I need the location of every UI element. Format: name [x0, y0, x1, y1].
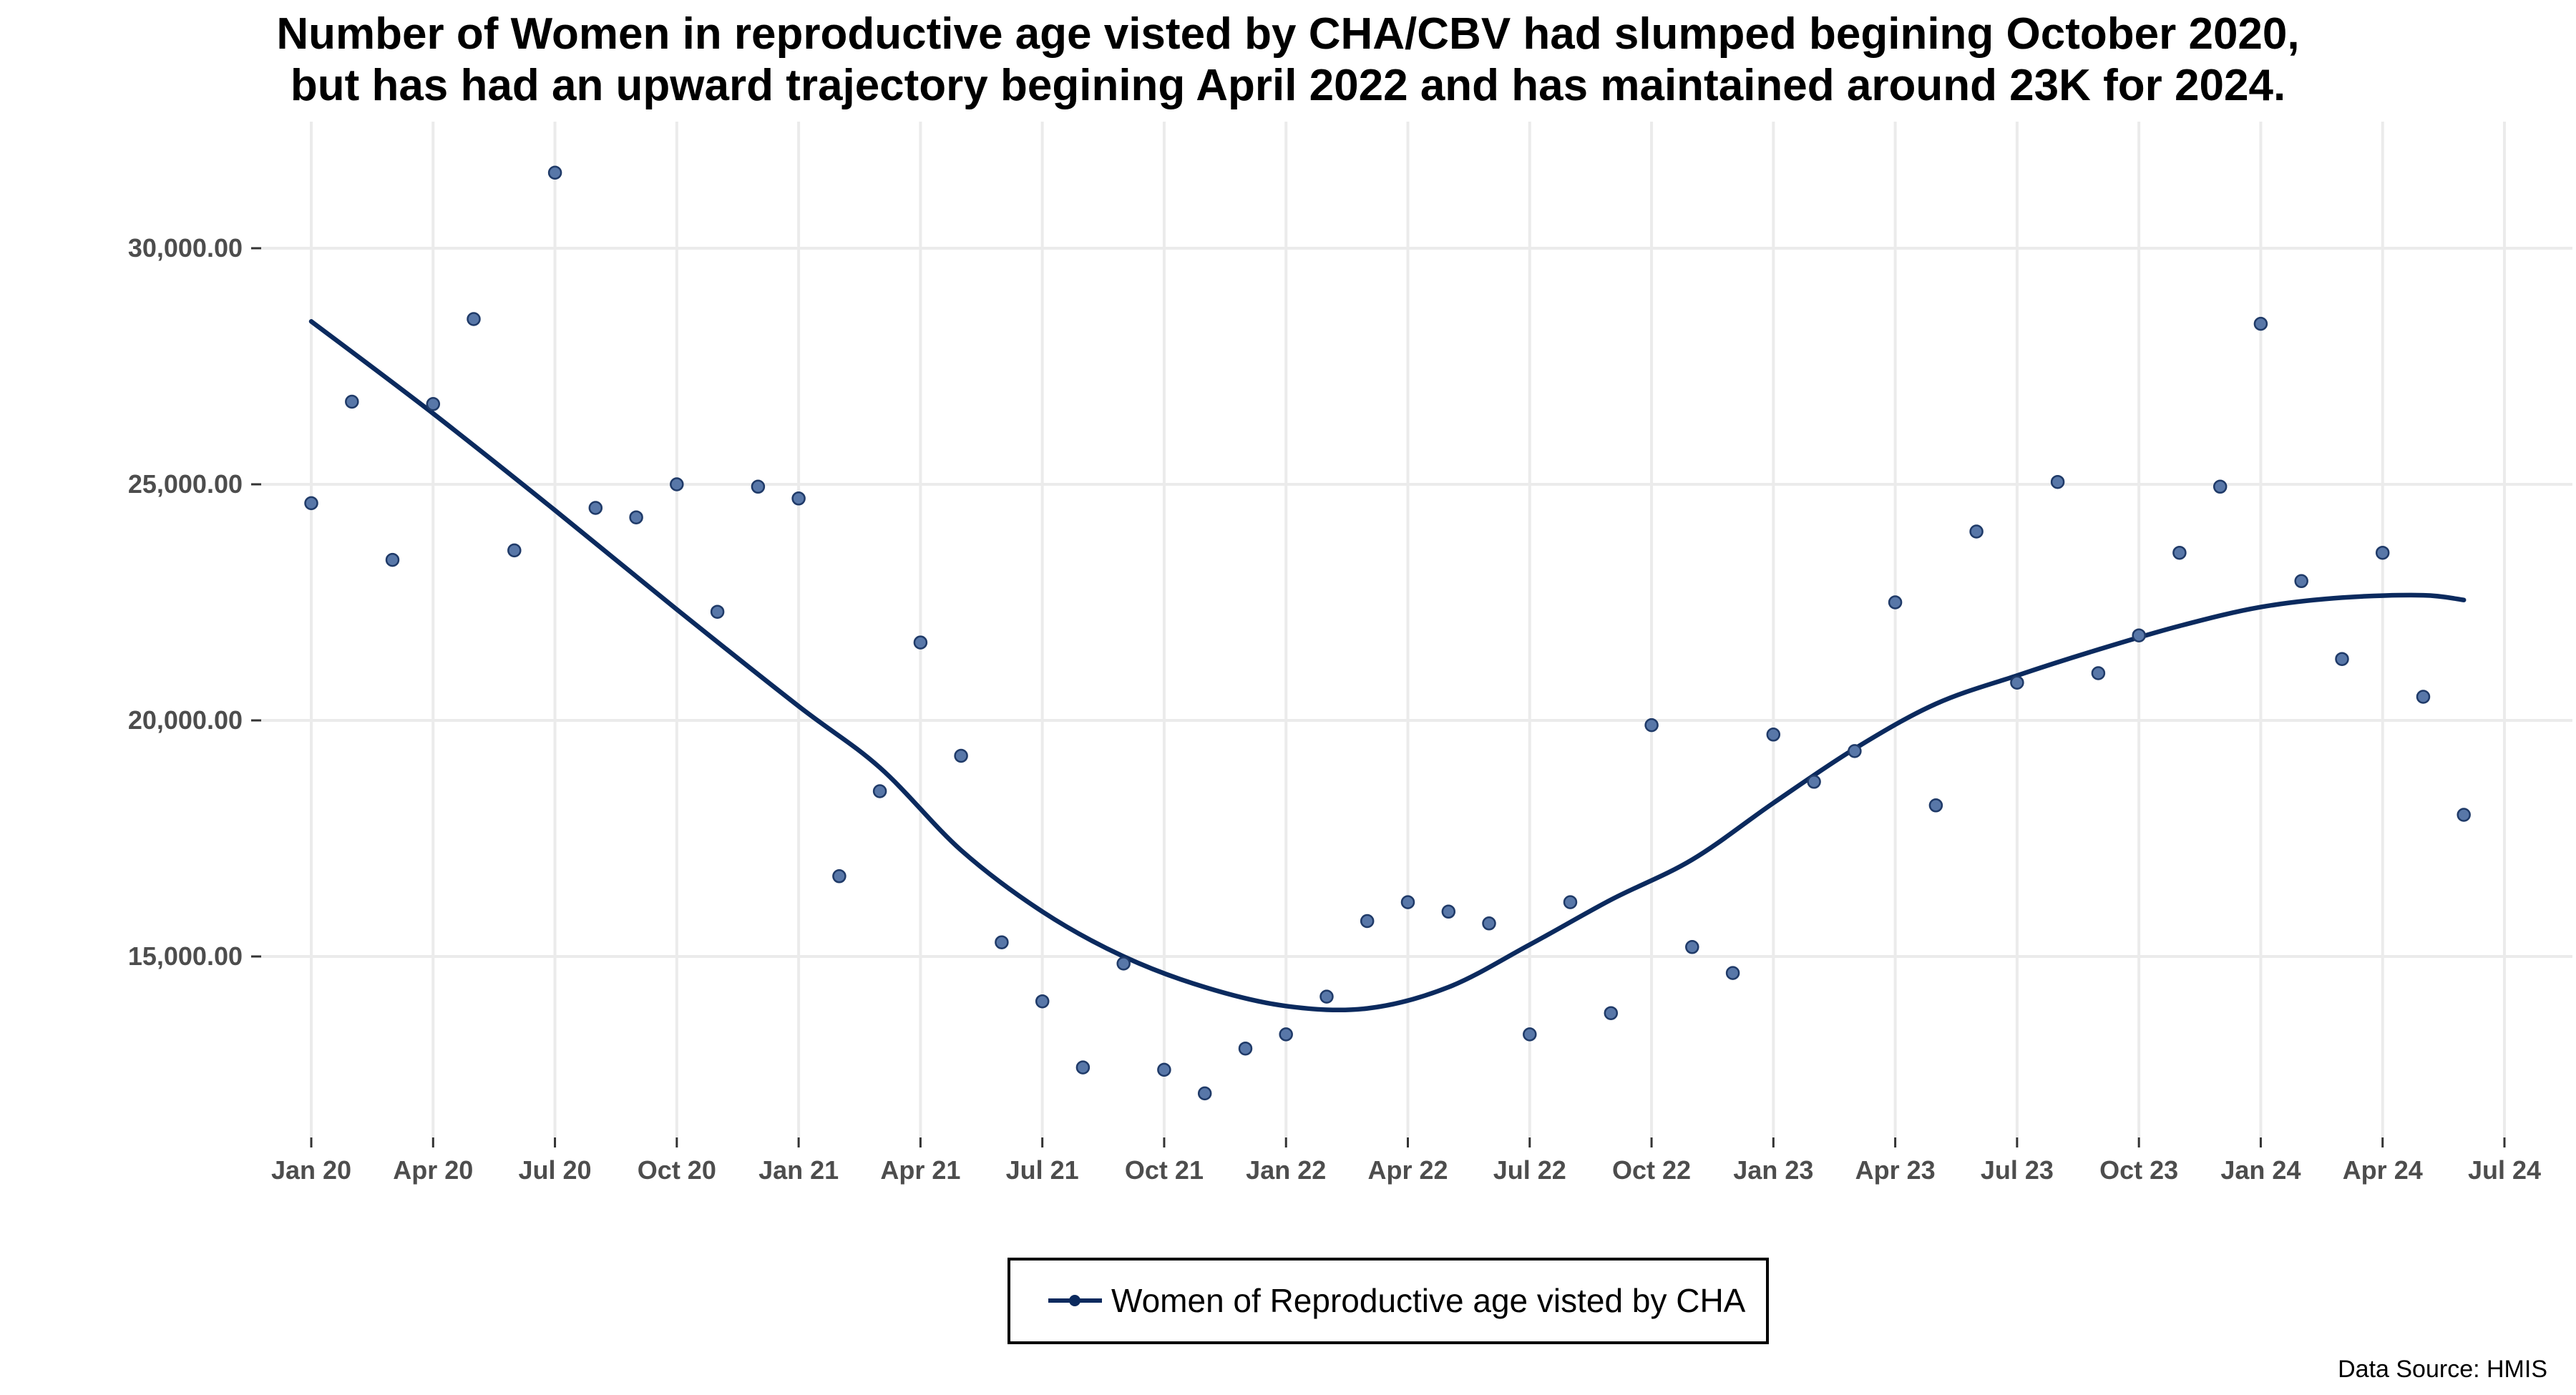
- x-tick-label: Oct 21: [1125, 1155, 1204, 1185]
- data-point: [1888, 595, 1903, 610]
- data-point: [2457, 808, 2471, 822]
- x-axis-ticks: Jan 20 Apr 20 Jul 20 Oct 20 Jan 21 Apr 21 Jul …: [271, 1137, 2541, 1185]
- data-point: [1075, 1060, 1091, 1075]
- data-point: [2010, 675, 2024, 690]
- data-points: [304, 165, 2471, 1101]
- data-point: [913, 635, 928, 650]
- y-tick-label: 15,000.00: [128, 941, 243, 971]
- data-point: [304, 496, 318, 511]
- data-point: [2050, 474, 2065, 489]
- legend: Women of Reproductive age visted by CHA: [1008, 1258, 1769, 1344]
- data-point: [2335, 652, 2349, 666]
- data-point: [385, 552, 400, 567]
- y-tick-label: 30,000.00: [128, 233, 243, 263]
- data-point: [954, 748, 968, 763]
- data-point: [1848, 744, 1862, 758]
- data-point: [1157, 1062, 1171, 1077]
- x-tick-label: Jan 22: [1246, 1155, 1326, 1185]
- data-point: [1279, 1027, 1293, 1042]
- x-tick-label: Apr 24: [2343, 1155, 2423, 1185]
- data-point: [507, 543, 522, 558]
- data-point: [670, 477, 684, 491]
- data-point: [1766, 728, 1781, 742]
- data-point: [588, 501, 603, 515]
- data-point: [1928, 798, 1943, 813]
- data-point: [1319, 989, 1334, 1004]
- x-tick-label: Jan 20: [271, 1155, 351, 1185]
- data-point: [1360, 914, 1375, 929]
- trend-layer: [308, 319, 2467, 1013]
- x-tick-label: Oct 20: [638, 1155, 716, 1185]
- data-source-note: Data Source: HMIS: [2338, 1356, 2547, 1383]
- data-point: [791, 491, 806, 506]
- data-point: [710, 604, 725, 619]
- x-tick-label: Jul 21: [1006, 1155, 1079, 1185]
- data-point: [1644, 718, 1659, 733]
- x-tick-label: Oct 23: [2099, 1155, 2178, 1185]
- x-tick-label: Jul 22: [1493, 1155, 1566, 1185]
- trend-line: [308, 319, 2467, 1013]
- data-point: [2091, 666, 2106, 680]
- data-point: [1197, 1086, 1212, 1101]
- data-point: [832, 869, 847, 884]
- chart-title-line-1: Number of Women in reproductive age vist…: [276, 9, 2299, 59]
- data-point: [2253, 316, 2268, 331]
- chart-title-line-2: but has had an upward trajectory beginin…: [291, 61, 2285, 110]
- y-tick-label: 25,000.00: [128, 469, 243, 499]
- data-point: [1400, 895, 1415, 909]
- data-point: [1116, 956, 1131, 971]
- data-point: [2416, 690, 2431, 704]
- legend-box: [1008, 1258, 1769, 1344]
- data-point: [2172, 545, 2187, 560]
- x-tick-label: Jan 23: [1733, 1155, 1813, 1185]
- x-tick-label: Jul 24: [2468, 1155, 2541, 1185]
- data-point: [547, 165, 562, 180]
- data-point: [629, 510, 643, 524]
- data-point: [872, 784, 887, 798]
- data-point: [1482, 916, 1496, 931]
- data-point: [2375, 545, 2390, 560]
- data-point: [2294, 574, 2308, 589]
- data-point: [1807, 775, 1821, 789]
- data-point: [467, 312, 481, 326]
- x-tick-label: Jul 23: [1981, 1155, 2054, 1185]
- data-point: [1523, 1027, 1537, 1042]
- y-tick-label: 20,000.00: [128, 705, 243, 735]
- data-point: [751, 479, 766, 494]
- x-tick-label: Jan 24: [2220, 1155, 2301, 1185]
- data-point: [1035, 994, 1050, 1009]
- data-point: [426, 397, 441, 411]
- x-tick-label: Apr 23: [1855, 1155, 1936, 1185]
- data-point: [1969, 524, 1984, 539]
- data-point: [1563, 895, 1578, 909]
- data-point: [1685, 940, 1699, 954]
- x-tick-label: Oct 22: [1612, 1155, 1691, 1185]
- data-point: [2132, 628, 2146, 642]
- horizontal-gridlines: [261, 247, 2572, 958]
- x-tick-label: Apr 22: [1367, 1155, 1448, 1185]
- data-point: [1238, 1041, 1253, 1056]
- legend-label: Women of Reproductive age visted by CHA: [1111, 1282, 1746, 1319]
- data-point: [345, 394, 359, 409]
- data-point: [995, 935, 1009, 949]
- x-tick-label: Apr 20: [393, 1155, 473, 1185]
- x-tick-label: Apr 21: [880, 1155, 960, 1185]
- x-tick-label: Jul 20: [519, 1155, 592, 1185]
- y-axis-ticks: 15,000.00 20,000.00 25,000.00 30,000.00: [128, 233, 261, 971]
- legend-marker: [1069, 1295, 1080, 1306]
- x-tick-label: Jan 21: [758, 1155, 839, 1185]
- data-point: [2212, 479, 2228, 494]
- data-point: [1604, 1006, 1619, 1020]
- data-point: [1441, 904, 1456, 919]
- data-point: [1725, 966, 1740, 980]
- vertical-gridlines: [310, 122, 2506, 1137]
